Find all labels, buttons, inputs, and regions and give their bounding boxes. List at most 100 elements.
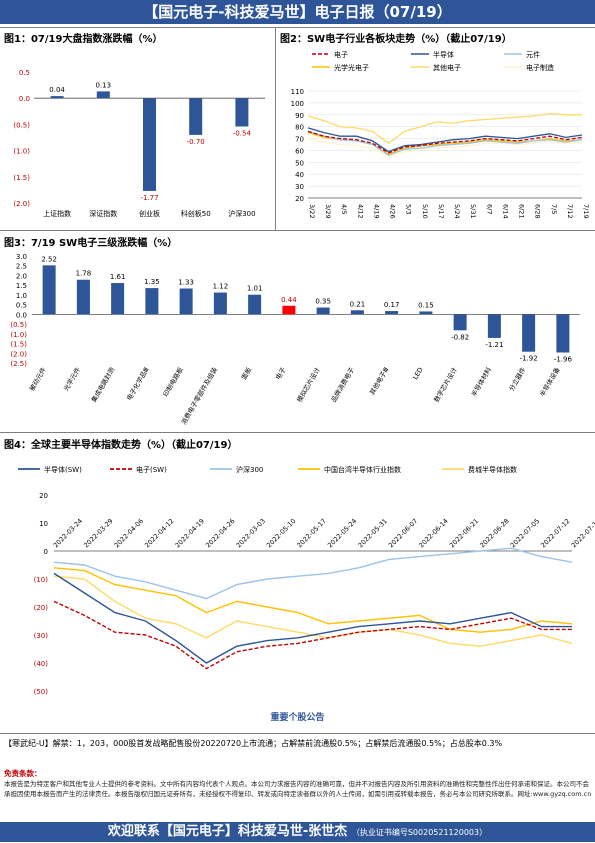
bar [248, 294, 262, 315]
y-tick-label: (2.0) [10, 350, 27, 358]
x-tick-label: 上证指数 [43, 209, 71, 218]
value-label: 0.04 [49, 86, 65, 94]
x-tick-label: 2022-04-26 [204, 517, 236, 549]
x-tick-label: 7/19 [582, 204, 590, 219]
x-tick-label: 半导体材料 [469, 365, 493, 398]
x-tick-label: 6/28 [534, 204, 542, 219]
x-tick-label: 2022-05-10 [265, 517, 297, 549]
x-tick-label: 深证指数 [89, 209, 117, 218]
x-tick-label: 3/22 [308, 204, 316, 219]
y-tick-label: (2.0) [13, 200, 30, 208]
series-line [53, 567, 573, 633]
series-line [307, 130, 583, 154]
y-tick-label: (30) [34, 632, 49, 640]
y-tick-label: 2.0 [16, 272, 27, 280]
bar [50, 96, 64, 99]
fig2-panel: 图2：SW电子行业各板块走势（%）（截止07/19） 110 100 90 80 70 6… [276, 27, 595, 230]
value-label: -0.70 [187, 138, 205, 146]
bar [350, 310, 364, 315]
value-label: 1.33 [178, 278, 194, 286]
legend-label: 半导体 [433, 50, 454, 59]
legend-label: 费城半导体指数 [468, 465, 517, 474]
legend-label: 中国台湾半导体行业指数 [324, 465, 401, 474]
fig4-panel: 图4：全球主要半导体指数走势（%）（截止07/19） 20 10 0 (10) (20)… [0, 433, 595, 733]
x-tick-label: 2022-05-31 [356, 517, 388, 549]
fig4-chart: 20100(10)(20)(30)(40)(50)2022-03-242022-… [18, 465, 595, 696]
y-tick-label: (1.0) [13, 148, 30, 156]
bar [522, 314, 536, 352]
legend-label: 半导体(SW) [44, 465, 82, 474]
x-tick-label: 分立器件 [507, 365, 528, 392]
x-tick-label: 品牌消费电子 [329, 365, 357, 404]
legend-label: 其他电子 [433, 63, 461, 72]
x-tick-label: 数字芯片设计 [432, 365, 460, 404]
y-tick-label: (0.5) [10, 321, 27, 329]
x-tick-label: 4/5 [340, 204, 348, 214]
y-tick-label: (10) [34, 576, 49, 584]
y-tick-label: 0.0 [19, 95, 30, 103]
y-tick-label: (1.5) [13, 174, 30, 182]
x-tick-label: 3/29 [324, 204, 332, 219]
bar [96, 91, 110, 99]
y-tick-label: 80 [295, 124, 304, 132]
divider [0, 27, 595, 28]
disclaimer-heading: 免责条款： [4, 769, 42, 778]
x-tick-label: 其他电子Ⅲ [367, 366, 390, 397]
x-tick-label: 集成电路封测 [89, 365, 117, 404]
y-tick-label: 60 [295, 147, 304, 155]
y-tick-label: (0.5) [13, 121, 30, 129]
y-tick-label: 0.5 [16, 302, 27, 310]
y-tick-label: 10 [39, 520, 48, 528]
x-tick-label: 2022-03-29 [82, 517, 114, 549]
fig3-title: 图3：7/19 SW电子三级涨跌幅（%） [4, 238, 178, 249]
fig1-chart: 0.5 0.0 (0.5) (1.0) (1.5) (2.0) 0.04 上证指数 0.13 深证… [13, 69, 265, 218]
y-tick-label: 50 [295, 159, 304, 167]
fig4-title: 图4：全球主要半导体指数走势（%）（截止07/19） [4, 440, 238, 451]
y-tick-label: (50) [34, 688, 49, 696]
x-tick-label: 2022-04-12 [143, 517, 175, 549]
value-label: 0.35 [315, 298, 331, 306]
x-tick-label: 2022-07-12 [539, 517, 571, 549]
legend-label: 光学光电子 [334, 63, 369, 72]
value-label: 0.21 [350, 300, 366, 308]
series-line [53, 572, 572, 664]
legend-label: 电子(SW) [136, 465, 167, 474]
divider [275, 27, 276, 230]
footer-banner: 欢迎联系【国元电子】科技爱马世-张世杰 （执业证书编号S002052112000… [0, 822, 595, 842]
x-tick-label: 2022-07-05 [509, 517, 541, 549]
value-label: 0.15 [418, 301, 434, 309]
y-tick-label: 1.5 [16, 282, 27, 290]
x-tick-label: 模拟芯片设计 [295, 365, 323, 404]
news-item: 【寒武纪-U】解禁：1，203，000股首发战略配售股份20220720上市流通… [4, 739, 503, 748]
x-tick-label: 电子 [273, 365, 288, 381]
y-tick-label: 1.0 [16, 292, 27, 300]
x-tick-label: 7/12 [566, 204, 574, 219]
value-label: -1.21 [485, 341, 503, 349]
y-tick-label: (40) [34, 660, 49, 668]
header-banner: 【国元电子-科技爱马世】电子日报（07/19） [0, 0, 595, 24]
y-tick-label: 3.0 [16, 253, 27, 261]
series-line [307, 112, 582, 145]
fig3-panel: 图3：7/19 SW电子三级涨跌幅（%） 3.0 2.5 2.0 1.5 1.0 0.5 0… [0, 231, 595, 432]
x-tick-label: 2022-03-24 [52, 517, 84, 549]
x-tick-label: 消费电子零部件及组装 [179, 365, 220, 426]
x-tick-label: 6/14 [501, 204, 509, 219]
divider [0, 733, 595, 734]
x-tick-label: 2022-03-03 [235, 517, 267, 549]
value-label: -1.92 [520, 355, 538, 363]
x-tick-label: 面板 [239, 365, 254, 381]
x-tick-label: 6/21 [518, 204, 526, 219]
value-label: 1.01 [247, 285, 263, 293]
bar [453, 314, 467, 331]
header-title: 【国元电子-科技爱马世】电子日报（07/19） [143, 3, 452, 21]
announcement-heading: 重要个股公告 [270, 713, 325, 723]
value-label: 1.61 [110, 273, 126, 281]
value-label: 1.12 [213, 283, 229, 291]
x-tick-label: 5/10 [421, 204, 429, 219]
x-tick-label: 5/3 [405, 204, 413, 214]
bar [179, 288, 193, 315]
x-tick-label: 科创板50 [181, 209, 211, 218]
bar [487, 314, 501, 338]
y-tick-label: 0.0 [16, 311, 27, 319]
bar [143, 98, 156, 191]
